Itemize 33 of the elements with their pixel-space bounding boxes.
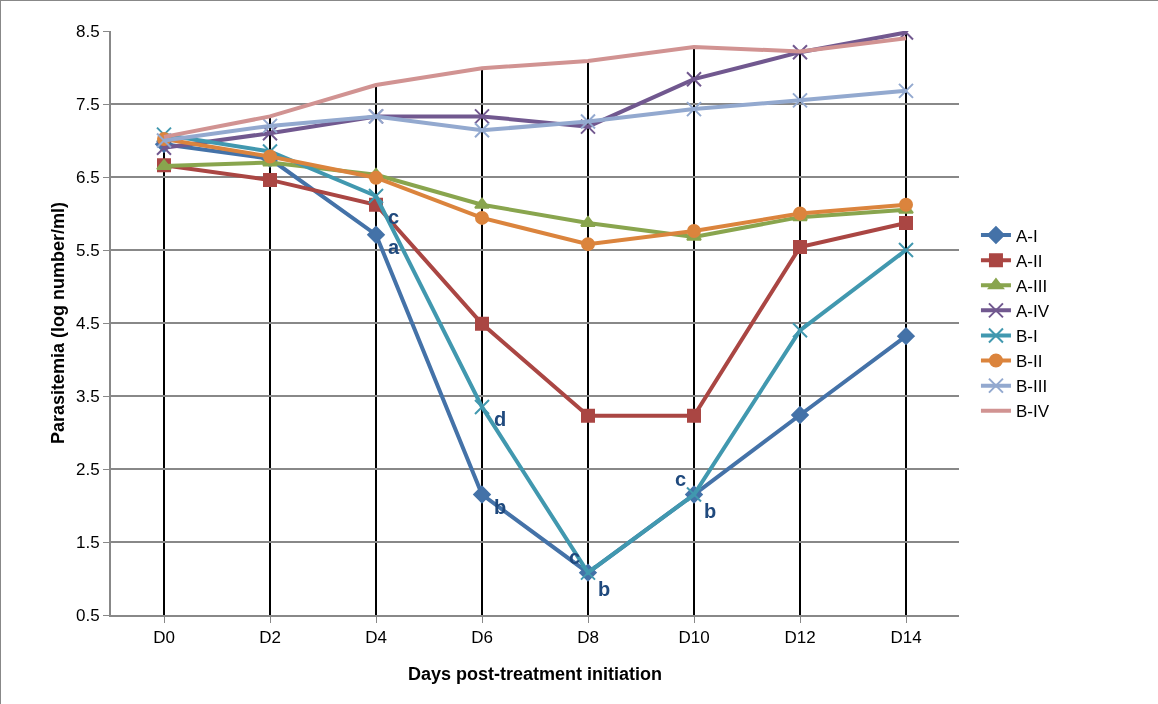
y-tick-label: 5.5 bbox=[75, 240, 100, 260]
annotation: c bbox=[388, 206, 400, 228]
legend-label: A-II bbox=[1015, 251, 1043, 271]
annotation: a bbox=[388, 236, 400, 258]
x-tick-label: D10 bbox=[678, 628, 710, 648]
annotation: d bbox=[494, 408, 507, 430]
legend-label: B-III bbox=[1015, 377, 1048, 397]
legend-label: A-I bbox=[1015, 226, 1038, 246]
x-tick-label: D14 bbox=[890, 628, 922, 648]
y-tick-label: 0.5 bbox=[75, 605, 100, 625]
x-tick-label: D8 bbox=[577, 628, 599, 648]
x-axis-title: Days post-treatment initiation bbox=[407, 664, 663, 684]
y-tick-label: 1.5 bbox=[75, 532, 100, 552]
y-tick-label: 6.5 bbox=[75, 167, 100, 187]
legend-label: A-III bbox=[1015, 276, 1048, 296]
annotation: b bbox=[704, 500, 717, 522]
y-tick-label: 4.5 bbox=[75, 313, 100, 333]
y-tick-label: 3.5 bbox=[75, 386, 100, 406]
y-tick-label: 2.5 bbox=[75, 459, 100, 479]
x-tick-label: D6 bbox=[471, 628, 493, 648]
annotation: b bbox=[598, 578, 611, 600]
x-tick-label: D0 bbox=[153, 628, 175, 648]
legend-label: B-II bbox=[1015, 352, 1043, 372]
x-tick-label: D4 bbox=[365, 628, 387, 648]
y-axis-title: Parasitemia (log number/ml) bbox=[48, 201, 68, 445]
y-tick-label: 7.5 bbox=[75, 94, 100, 114]
annotation: c bbox=[675, 468, 687, 490]
x-tick-label: D12 bbox=[784, 628, 816, 648]
legend-label: B-IV bbox=[1015, 402, 1050, 422]
x-tick-label: D2 bbox=[259, 628, 281, 648]
legend-label: A-IV bbox=[1015, 301, 1050, 321]
y-tick-label: 8.5 bbox=[75, 21, 100, 41]
legend-label: B-I bbox=[1015, 327, 1038, 347]
